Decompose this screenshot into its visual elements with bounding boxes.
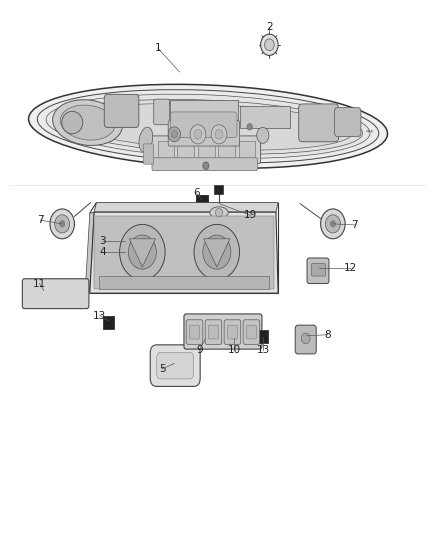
FancyBboxPatch shape [311,263,325,276]
Circle shape [194,130,202,139]
Bar [218,141,235,160]
FancyBboxPatch shape [257,330,268,343]
FancyBboxPatch shape [299,104,339,142]
FancyBboxPatch shape [205,320,222,344]
Circle shape [261,34,278,55]
Bar [158,141,174,160]
FancyBboxPatch shape [104,94,139,127]
FancyBboxPatch shape [224,320,241,344]
Bar [177,141,194,160]
Ellipse shape [210,207,228,219]
FancyBboxPatch shape [22,279,89,309]
Circle shape [203,235,231,269]
Text: 19: 19 [244,211,257,220]
Bar [94,216,274,289]
FancyBboxPatch shape [168,120,240,146]
Ellipse shape [28,84,388,168]
Text: 6: 6 [193,188,200,198]
Circle shape [325,215,340,233]
Text: 7: 7 [37,215,44,225]
FancyBboxPatch shape [103,316,114,329]
FancyBboxPatch shape [335,108,361,136]
FancyBboxPatch shape [149,136,261,164]
FancyBboxPatch shape [196,195,208,206]
Text: 13: 13 [93,311,106,320]
Polygon shape [90,212,278,293]
Ellipse shape [37,90,379,163]
Circle shape [330,221,336,227]
Circle shape [301,333,310,344]
FancyBboxPatch shape [247,325,256,339]
FancyBboxPatch shape [214,185,223,194]
FancyBboxPatch shape [243,320,260,344]
Bar [198,141,215,160]
Circle shape [215,208,223,217]
Ellipse shape [257,127,269,143]
Circle shape [190,125,206,144]
Text: 7: 7 [351,220,358,230]
Text: 2: 2 [266,22,273,31]
FancyBboxPatch shape [186,320,203,344]
FancyBboxPatch shape [157,352,194,379]
Circle shape [171,131,177,138]
Circle shape [247,124,252,130]
Text: ᵒᵖᵠ: ᵒᵖᵠ [366,130,374,135]
FancyBboxPatch shape [208,325,218,339]
Circle shape [55,215,70,233]
Text: 5: 5 [159,364,166,374]
Circle shape [50,209,74,239]
FancyBboxPatch shape [154,99,170,125]
Text: ᵇUᵦ: ᵇUᵦ [127,113,140,122]
FancyBboxPatch shape [184,314,262,349]
Circle shape [60,221,65,227]
FancyBboxPatch shape [228,325,237,339]
FancyBboxPatch shape [295,325,316,354]
FancyBboxPatch shape [143,144,154,164]
Circle shape [194,224,240,280]
Text: 8: 8 [324,330,331,340]
Polygon shape [204,239,230,267]
Circle shape [168,127,180,142]
FancyBboxPatch shape [190,325,199,339]
Text: 9: 9 [196,345,203,354]
FancyBboxPatch shape [170,100,238,120]
Circle shape [211,125,227,144]
Circle shape [265,39,274,51]
Circle shape [203,162,209,169]
Ellipse shape [62,111,83,134]
Text: 13: 13 [257,345,270,354]
Text: 3: 3 [99,237,106,246]
Polygon shape [129,239,155,267]
FancyBboxPatch shape [150,345,200,386]
Ellipse shape [60,105,115,140]
FancyBboxPatch shape [307,258,329,284]
Ellipse shape [139,127,153,152]
Text: 11: 11 [33,279,46,288]
Polygon shape [94,203,278,212]
Bar [99,276,269,289]
Text: 12: 12 [344,263,357,272]
Ellipse shape [68,103,353,150]
FancyBboxPatch shape [170,112,237,138]
FancyBboxPatch shape [152,158,258,171]
Bar [239,141,255,160]
Circle shape [215,130,223,139]
Ellipse shape [53,100,123,146]
Circle shape [120,224,165,280]
Text: 10: 10 [228,345,241,354]
FancyBboxPatch shape [240,106,290,128]
Circle shape [321,209,345,239]
Circle shape [128,235,156,269]
Ellipse shape [46,94,370,158]
Polygon shape [85,212,94,293]
Text: 1: 1 [154,43,161,53]
Ellipse shape [56,100,363,154]
Text: 4: 4 [99,247,106,257]
